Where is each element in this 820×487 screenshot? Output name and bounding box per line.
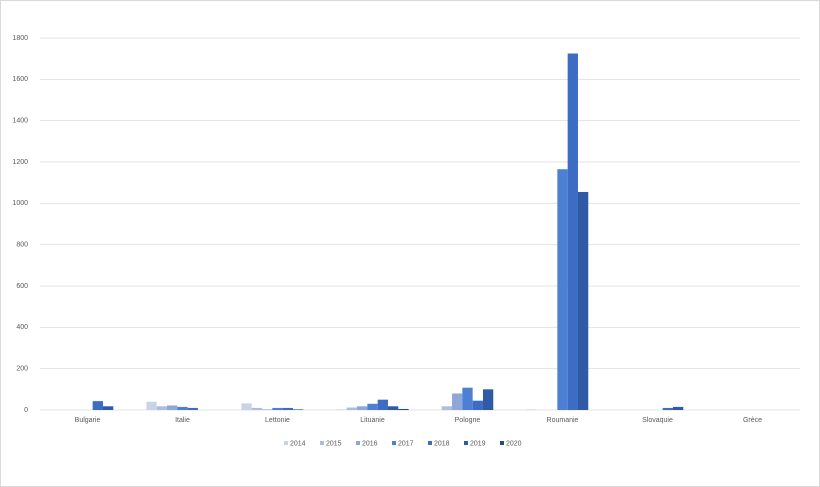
bar	[292, 409, 304, 410]
bar	[462, 387, 473, 410]
legend-label: 2018	[434, 440, 450, 447]
x-tick-label: Grèce	[743, 417, 762, 424]
bar	[557, 169, 568, 410]
legend-label: 2014	[290, 440, 306, 447]
bar	[156, 406, 168, 410]
bar	[367, 403, 378, 410]
y-tick-label: 800	[16, 242, 28, 249]
legend-swatch	[392, 441, 396, 445]
bar	[167, 405, 178, 410]
bar	[526, 409, 537, 410]
x-tick-label: Pologne	[455, 417, 481, 424]
y-tick-label: 1200	[12, 159, 28, 166]
legend-label: 2016	[362, 440, 378, 447]
legend-swatch	[464, 441, 468, 445]
bar	[336, 409, 347, 410]
bar	[187, 407, 198, 410]
legend-label: 2019	[470, 440, 486, 447]
bar	[241, 403, 252, 410]
y-tick-label: 1600	[12, 76, 28, 83]
bar	[387, 406, 399, 410]
bar	[102, 406, 114, 410]
bar	[398, 408, 409, 410]
y-tick-label: 1800	[12, 35, 28, 42]
bar	[482, 389, 494, 410]
y-tick-label: 600	[16, 283, 28, 290]
bar	[177, 406, 188, 410]
legend-swatch	[500, 441, 504, 445]
bar	[662, 407, 673, 410]
x-tick-label: Slovaquie	[642, 417, 673, 424]
x-tick-label: Lettonie	[265, 417, 290, 424]
legend-label: 2015	[326, 440, 342, 447]
bar	[567, 53, 578, 410]
bar	[251, 407, 263, 410]
legend-swatch	[284, 441, 288, 445]
legend-swatch	[428, 441, 432, 445]
bar	[346, 407, 358, 410]
legend-label: 2020	[506, 440, 522, 447]
bar	[672, 406, 684, 410]
legend-swatch	[320, 441, 324, 445]
legend-swatch	[356, 441, 360, 445]
bar	[441, 406, 453, 410]
bar	[377, 399, 388, 410]
y-tick-label: 1000	[12, 200, 28, 207]
y-tick-label: 0	[24, 407, 28, 414]
y-tick-label: 1400	[12, 118, 28, 125]
bar	[272, 407, 283, 410]
x-tick-label: Lituanie	[360, 417, 385, 424]
x-tick-label: Roumanie	[547, 417, 579, 424]
bar	[262, 409, 273, 410]
bar	[92, 401, 103, 410]
legend-label: 2017	[398, 440, 414, 447]
bar	[472, 400, 483, 410]
y-tick-label: 400	[16, 324, 28, 331]
x-tick-label: Bulgarie	[75, 417, 101, 424]
bar	[577, 191, 589, 410]
x-tick-label: Italie	[175, 417, 190, 424]
bar	[357, 406, 368, 410]
bar	[146, 401, 157, 410]
bar	[282, 407, 293, 410]
bar	[452, 393, 463, 410]
y-tick-label: 200	[16, 366, 28, 373]
